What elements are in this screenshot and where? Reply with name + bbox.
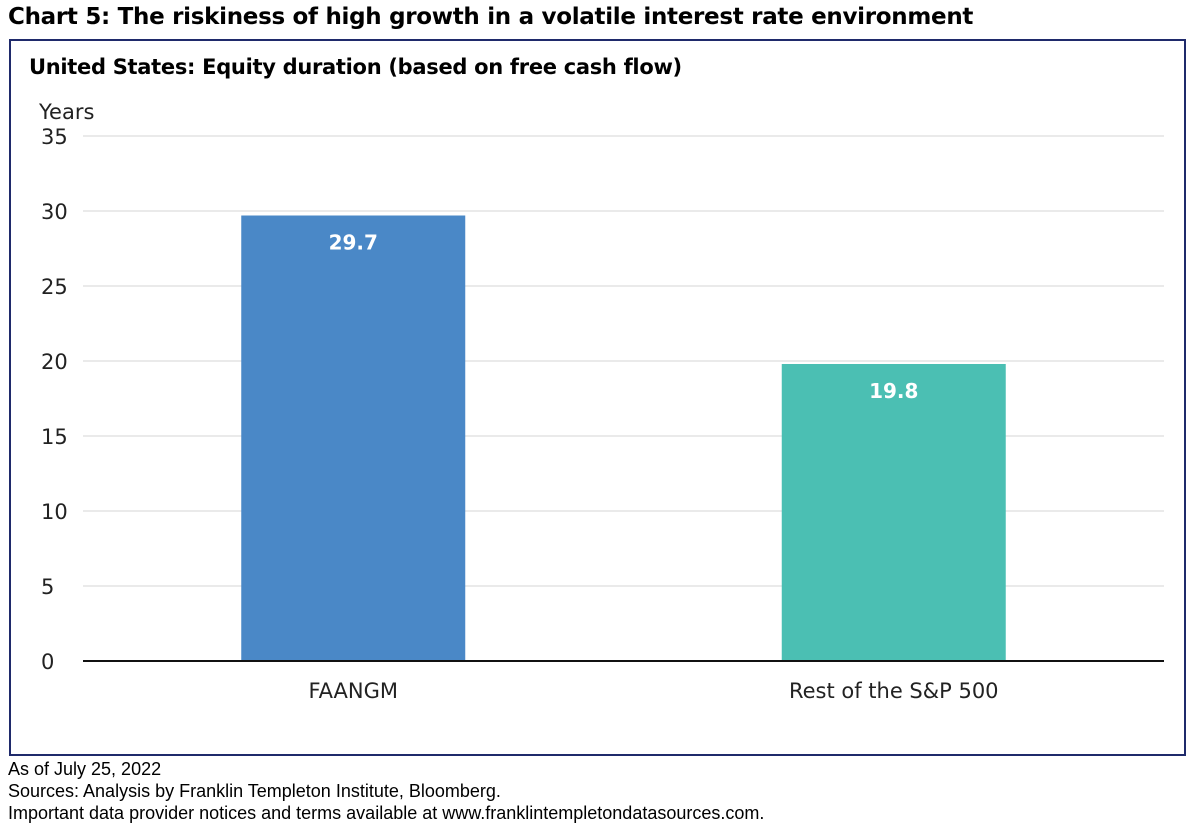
chart-frame: United States: Equity duration (based on… — [9, 39, 1186, 756]
chart-title: United States: Equity duration (based on… — [29, 55, 682, 79]
bar-chart: Years 0 5 10 15 20 25 30 35 29.7 FAANGM 19.8 Rest of… — [38, 100, 1164, 703]
figure-title: Chart 5: The riskiness of high growth in… — [8, 4, 974, 30]
y-axis-label: Years — [38, 100, 94, 124]
bar — [241, 215, 466, 661]
y-tick-label: 25 — [41, 275, 68, 299]
footnotes: As of July 25, 2022 Sources: Analysis by… — [8, 758, 764, 824]
data-label: 19.8 — [869, 379, 918, 403]
as-of-note: As of July 25, 2022 — [8, 759, 162, 779]
y-tick-label: 20 — [41, 350, 68, 374]
data-label: 29.7 — [329, 231, 378, 255]
y-tick-label: 5 — [41, 575, 54, 599]
y-tick-label: 10 — [41, 500, 68, 524]
x-tick-label: Rest of the S&P 500 — [789, 679, 999, 703]
notice-note: Important data provider notices and term… — [8, 803, 765, 823]
sources-note: Sources: Analysis by Franklin Templeton … — [8, 781, 501, 801]
bar — [781, 364, 1006, 661]
y-tick-label: 35 — [41, 125, 68, 149]
y-tick-label: 15 — [41, 425, 68, 449]
y-tick-label: 0 — [41, 650, 54, 674]
y-tick-label: 30 — [41, 200, 68, 224]
x-tick-label: FAANGM — [308, 679, 398, 703]
